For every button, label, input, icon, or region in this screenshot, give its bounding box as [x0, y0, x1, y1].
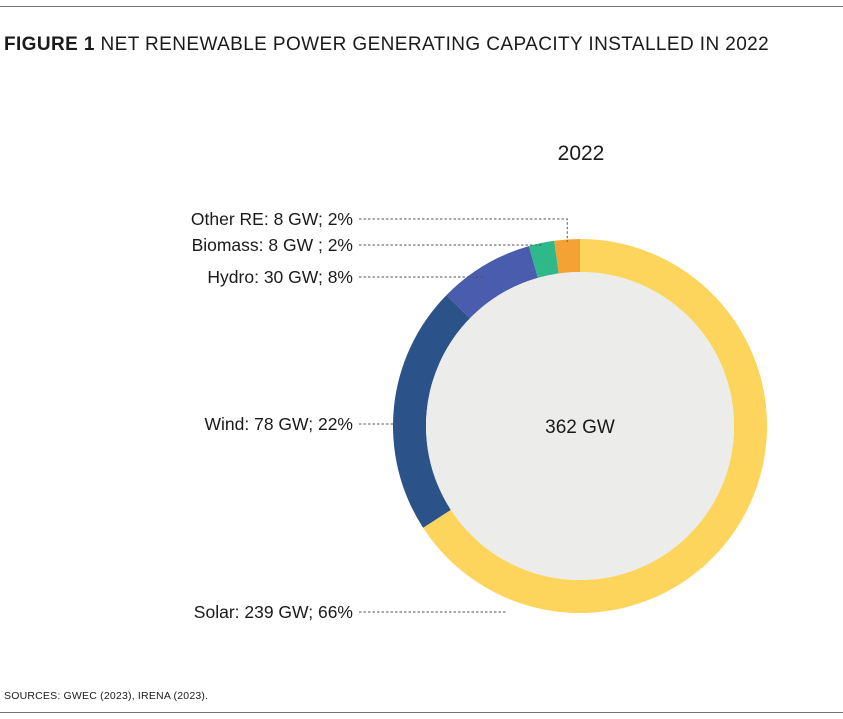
slice-other-re — [554, 239, 580, 274]
leader-other-re — [359, 218, 568, 242]
label-biomass: Biomass: 8 GW ; 2% — [192, 235, 353, 255]
top-rule — [0, 6, 843, 7]
label-solar: Solar: 239 GW; 66% — [194, 602, 353, 622]
slice-biomass — [528, 240, 559, 278]
figure-title: FIGURE 1 NET RENEWABLE POWER GENERATING … — [4, 34, 769, 56]
figure-title-text: NET RENEWABLE POWER GENERATING CAPACITY … — [100, 34, 770, 55]
donut-total-label: 362 GW — [545, 417, 615, 438]
donut-center — [426, 272, 734, 580]
leader-lines — [359, 218, 568, 613]
slice-wind — [393, 295, 470, 528]
slice-labels: Solar: 239 GW; 66% Wind: 78 GW; 22% Hydro:… — [191, 209, 353, 622]
label-wind: Wind: 78 GW; 22% — [205, 414, 354, 434]
bottom-rule — [0, 712, 843, 713]
donut-ring — [393, 239, 768, 613]
label-hydro: Hydro: 30 GW; 8% — [207, 267, 353, 287]
label-other-re: Other RE: 8 GW; 2% — [191, 209, 353, 229]
figure-number: FIGURE 1 — [4, 34, 95, 55]
sources-note: SOURCES: GWEC (2023), IRENA (2023). — [4, 690, 209, 702]
slice-hydro — [446, 246, 538, 319]
chart-year-label: 2022 — [558, 142, 605, 165]
